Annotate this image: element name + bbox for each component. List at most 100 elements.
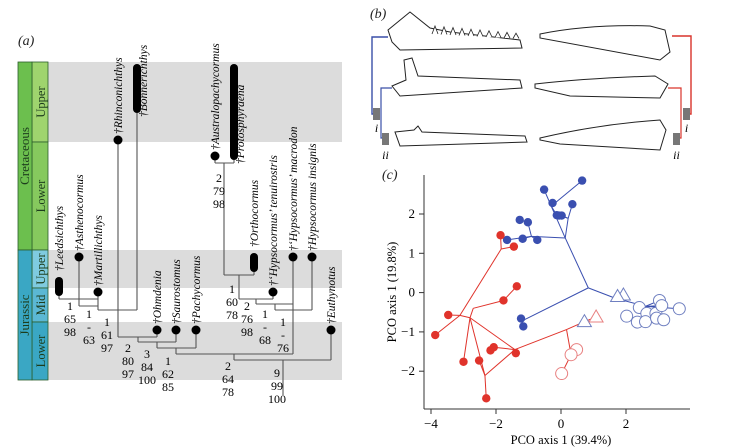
epoch-label: Upper [34, 253, 48, 285]
taxon-label: †Leedsichthys [54, 205, 66, 271]
taxon-dot [74, 252, 84, 262]
taxon-dot [171, 325, 181, 335]
tree-edge [564, 237, 589, 289]
tooth [431, 24, 439, 35]
support-value: 1 [104, 315, 110, 329]
data-point [496, 231, 505, 240]
tooth [440, 25, 448, 35]
tree-edge [469, 317, 486, 376]
support-value: - [281, 328, 285, 342]
support-value: 78 [222, 385, 234, 399]
support-value: 1 [86, 307, 92, 321]
tooth [449, 26, 457, 36]
panel-b-label: (b) [370, 7, 387, 22]
support-value: 1 [262, 307, 268, 321]
support-value: 100 [138, 373, 156, 387]
support-value: 99 [271, 379, 283, 393]
jaw-right-top [539, 25, 671, 61]
data-point [459, 357, 468, 366]
clade-marker-label: i [375, 121, 378, 135]
data-point [518, 234, 527, 243]
tree-edge [521, 287, 589, 322]
tooth [494, 30, 502, 38]
data-point [588, 308, 604, 323]
taxon-label: †Protosphyraena [235, 84, 247, 164]
tooth [458, 27, 466, 36]
support-value: - [87, 320, 91, 334]
support-value: 9 [274, 366, 280, 380]
taxon-label: †Pachycormus [191, 255, 203, 324]
x-tick-label: 0 [558, 416, 565, 431]
y-tick-label: −2 [401, 363, 415, 378]
x-tick-label: −4 [424, 416, 438, 431]
support-value: 65 [64, 312, 76, 326]
epoch-label: Upper [34, 86, 48, 118]
tree-edge [469, 308, 474, 318]
support-value: 84 [141, 360, 153, 374]
period-cell [17, 249, 33, 381]
taxon-label: †Orthocormus [249, 179, 261, 247]
epoch-label: Lower [34, 334, 48, 367]
pco-scatter-plot: −4 −2 0 2 −2 −1 0 1 2 PCO axis 1 (39.4%) PCO axis … [385, 175, 690, 447]
support-value: 2 [125, 341, 131, 355]
support-value: 1 [165, 354, 171, 368]
epoch-label: Lower [34, 179, 48, 212]
support-value: 60 [226, 295, 238, 309]
taxon-dot [93, 287, 103, 297]
data-point [564, 348, 578, 362]
y-tick-label: −1 [401, 324, 415, 339]
tree-edge [564, 218, 569, 239]
support-value: 100 [268, 392, 286, 406]
jaw-right-middle [534, 75, 669, 99]
y-tick-label: 1 [409, 245, 416, 260]
panel-a-label: (a) [18, 34, 35, 49]
data-point [489, 343, 498, 352]
tooth [476, 29, 484, 37]
taxon-dot [191, 325, 201, 335]
support-value: 85 [162, 380, 174, 394]
support-value: 64 [222, 372, 234, 386]
epoch-label: Mid [34, 294, 48, 316]
y-axis-label: PCO axis 1 (19.8%) [385, 242, 399, 343]
tree-edge [459, 248, 502, 316]
data-point [474, 356, 484, 365]
data-point [499, 296, 508, 305]
taxon-dot [152, 325, 162, 335]
support-value: 97 [122, 367, 134, 381]
data-point [657, 313, 671, 327]
x-tick-label: 2 [623, 416, 630, 431]
data-point [515, 215, 524, 225]
data-point [548, 198, 557, 208]
taxon-dot [268, 287, 278, 297]
data-point [557, 211, 566, 220]
tooth [485, 29, 493, 38]
taxon-dot [210, 151, 220, 161]
taxon-label: †Saurostomus [171, 259, 183, 324]
taxon-label: †Martillichthys [93, 215, 105, 286]
tree-edge [550, 205, 566, 239]
support-value: 98 [213, 197, 225, 211]
data-point [523, 218, 533, 227]
support-value: 3 [144, 347, 150, 361]
jaw-right-bottom [539, 119, 667, 151]
taxon-label: †Asthenocormus [74, 174, 86, 251]
support-value: 76 [241, 312, 253, 326]
clade-marker [683, 108, 690, 120]
time-band [48, 62, 342, 142]
support-value: - [263, 320, 267, 334]
tree-edge [514, 329, 567, 351]
taxon-dot [326, 325, 336, 335]
tree-edge [473, 299, 504, 309]
data-point [672, 302, 686, 316]
support-value: 98 [241, 325, 253, 339]
period-label: Cretaceous [17, 127, 32, 185]
data-point [519, 322, 528, 331]
data-point [444, 310, 453, 320]
taxon-dot [307, 252, 317, 262]
x-tick-label: −2 [489, 416, 503, 431]
clade-marker-label: ii [673, 148, 680, 162]
data-point [655, 299, 669, 313]
support-value: 1 [280, 315, 286, 329]
connector-left [380, 87, 392, 139]
